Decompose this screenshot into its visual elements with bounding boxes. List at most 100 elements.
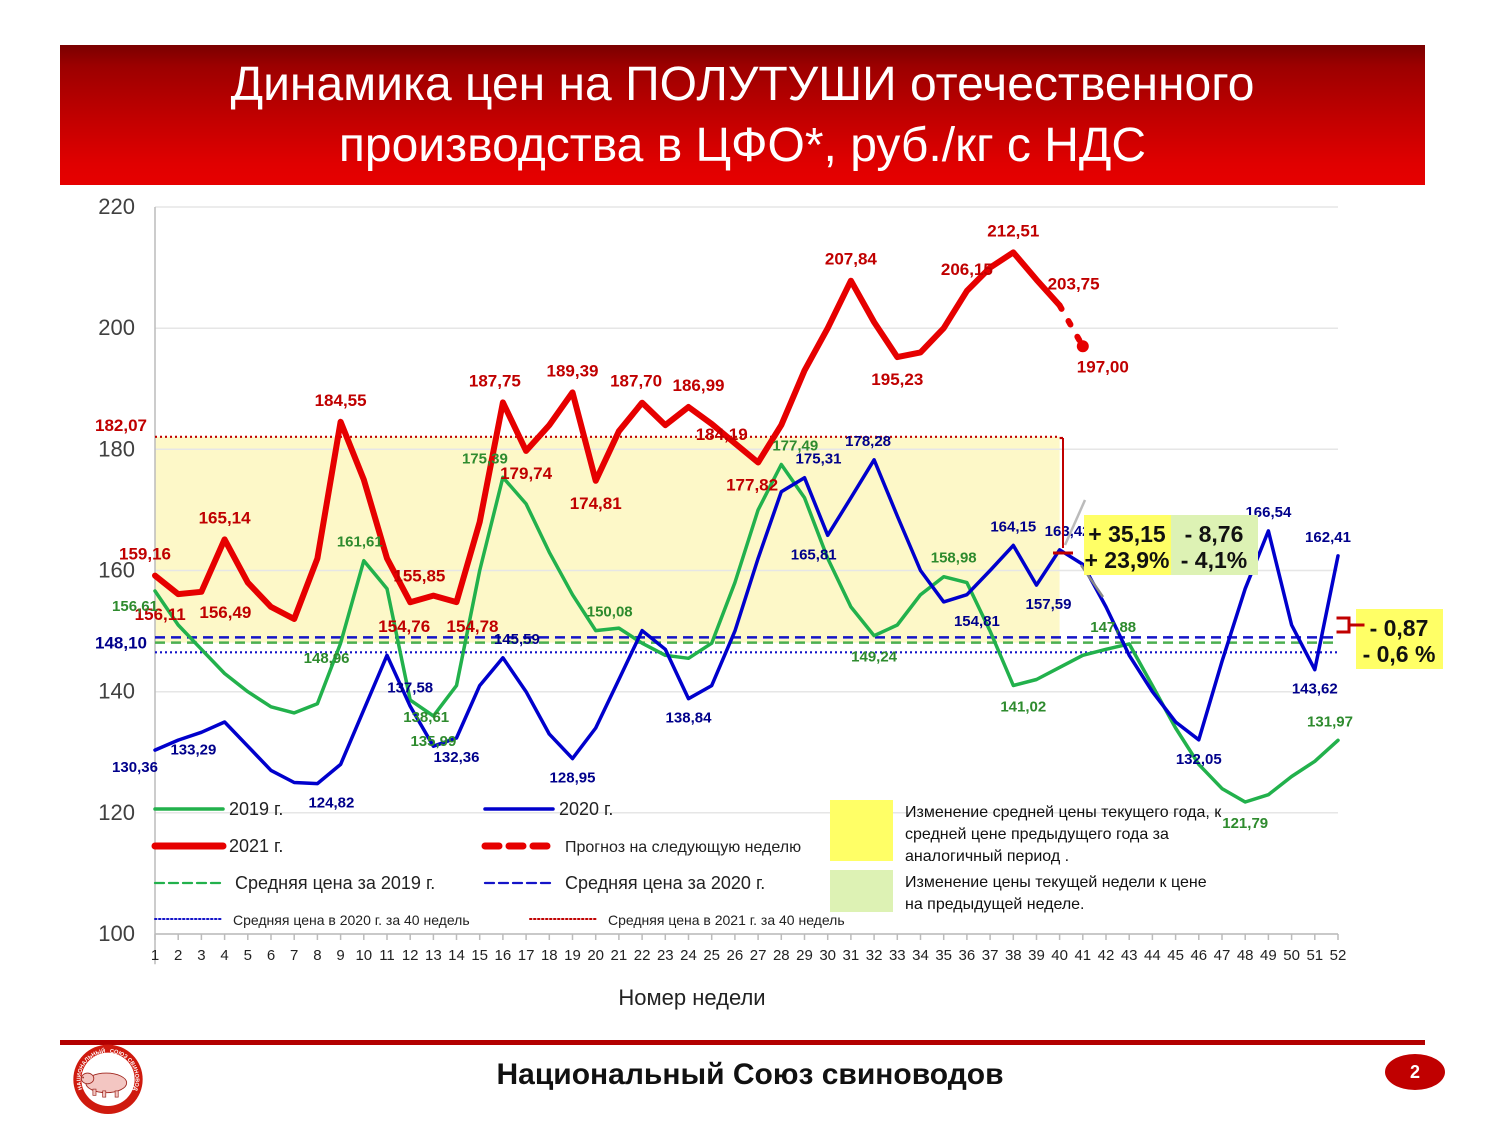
svg-text:165,81: 165,81 — [791, 546, 837, 563]
svg-text:156,49: 156,49 — [199, 603, 251, 622]
svg-text:18: 18 — [541, 947, 558, 964]
svg-text:11: 11 — [379, 947, 395, 964]
svg-text:182,07: 182,07 — [95, 416, 147, 435]
svg-text:25: 25 — [703, 947, 720, 964]
svg-text:137,58: 137,58 — [387, 679, 433, 696]
svg-text:Прогноз на следующую неделю: Прогноз на следующую неделю — [565, 839, 801, 856]
svg-text:132,05: 132,05 — [1176, 751, 1222, 768]
svg-text:43: 43 — [1121, 947, 1138, 964]
svg-text:1: 1 — [151, 947, 159, 964]
svg-text:26: 26 — [727, 947, 744, 964]
svg-text:32: 32 — [866, 947, 883, 964]
svg-text:132,36: 132,36 — [434, 749, 480, 766]
svg-text:184,55: 184,55 — [315, 391, 367, 410]
svg-text:Изменение цены текущей недели: Изменение цены текущей недели к цене — [905, 874, 1207, 891]
svg-text:130,36: 130,36 — [112, 759, 158, 776]
svg-text:162,41: 162,41 — [1305, 529, 1351, 546]
svg-text:7: 7 — [290, 947, 298, 964]
svg-text:51: 51 — [1306, 947, 1323, 964]
svg-text:148,96: 148,96 — [304, 650, 350, 667]
svg-text:175,39: 175,39 — [462, 450, 508, 467]
svg-text:206,15: 206,15 — [941, 260, 993, 279]
svg-text:187,70: 187,70 — [610, 372, 662, 391]
svg-text:189,39: 189,39 — [547, 361, 599, 380]
svg-text:159,16: 159,16 — [119, 545, 171, 564]
svg-text:207,84: 207,84 — [825, 250, 878, 269]
svg-text:184,19: 184,19 — [696, 425, 748, 444]
svg-text:Номер недели: Номер недели — [618, 985, 765, 1010]
svg-text:100: 100 — [98, 921, 135, 946]
svg-text:42: 42 — [1098, 947, 1115, 964]
svg-text:133,29: 133,29 — [170, 741, 216, 758]
svg-text:120: 120 — [98, 800, 135, 825]
svg-text:33: 33 — [889, 947, 906, 964]
svg-text:- 8,76: - 8,76 — [1185, 521, 1244, 547]
svg-text:Средняя цена за 2020 г.: Средняя цена за 2020 г. — [565, 873, 765, 893]
svg-text:212,51: 212,51 — [987, 221, 1039, 240]
svg-text:179,74: 179,74 — [500, 464, 553, 483]
svg-text:154,81: 154,81 — [954, 613, 1000, 630]
svg-text:Средняя цена в 2021 г. за 40 н: Средняя цена в 2021 г. за 40 недель — [608, 912, 845, 928]
svg-text:4: 4 — [220, 947, 228, 964]
svg-text:2: 2 — [174, 947, 182, 964]
svg-text:155,85: 155,85 — [393, 567, 445, 586]
svg-text:13: 13 — [425, 947, 442, 964]
svg-text:9: 9 — [336, 947, 344, 964]
svg-text:197,00: 197,00 — [1077, 357, 1129, 376]
svg-text:124,82: 124,82 — [308, 795, 354, 812]
svg-text:6: 6 — [267, 947, 275, 964]
svg-text:220: 220 — [98, 194, 135, 219]
svg-text:52: 52 — [1330, 947, 1347, 964]
svg-text:131,97: 131,97 — [1307, 713, 1353, 730]
svg-text:141,02: 141,02 — [1000, 699, 1046, 716]
svg-text:143,62: 143,62 — [1292, 681, 1338, 698]
svg-text:138,84: 138,84 — [666, 710, 713, 727]
svg-text:195,23: 195,23 — [871, 370, 923, 389]
svg-text:31: 31 — [843, 947, 860, 964]
svg-text:50: 50 — [1283, 947, 1300, 964]
svg-text:20: 20 — [587, 947, 604, 964]
svg-text:145,59: 145,59 — [494, 631, 540, 648]
svg-text:186,99: 186,99 — [673, 376, 725, 395]
svg-text:165,14: 165,14 — [199, 508, 252, 527]
svg-text:156,61: 156,61 — [112, 598, 158, 615]
svg-text:180: 180 — [98, 436, 135, 461]
svg-text:135,99: 135,99 — [410, 733, 456, 750]
svg-text:15: 15 — [471, 947, 488, 964]
svg-text:49: 49 — [1260, 947, 1277, 964]
svg-text:- 4,1%: - 4,1% — [1181, 547, 1247, 573]
svg-text:157,59: 157,59 — [1026, 596, 1072, 613]
svg-text:161,61: 161,61 — [337, 534, 383, 551]
svg-text:19: 19 — [564, 947, 581, 964]
svg-text:200: 200 — [98, 315, 135, 340]
svg-text:149,24: 149,24 — [851, 649, 898, 666]
svg-text:46: 46 — [1190, 947, 1207, 964]
svg-text:154,78: 154,78 — [447, 617, 499, 636]
svg-text:3: 3 — [197, 947, 205, 964]
svg-text:23: 23 — [657, 947, 674, 964]
svg-text:47: 47 — [1214, 947, 1231, 964]
svg-text:2020 г.: 2020 г. — [559, 799, 613, 819]
svg-text:34: 34 — [912, 947, 929, 964]
svg-text:44: 44 — [1144, 947, 1161, 964]
svg-text:148,10: 148,10 — [95, 634, 147, 653]
svg-text:на предыдущей неделе.: на предыдущей неделе. — [905, 896, 1085, 913]
svg-text:+ 23,9%: + 23,9% — [1084, 547, 1169, 573]
svg-text:- 0,6 %: - 0,6 % — [1363, 641, 1436, 667]
svg-text:178,28: 178,28 — [845, 433, 891, 450]
svg-text:- 0,87: - 0,87 — [1370, 615, 1429, 641]
svg-text:39: 39 — [1028, 947, 1045, 964]
svg-text:5: 5 — [244, 947, 252, 964]
svg-text:средней цене предыдущего года: средней цене предыдущего года за — [905, 826, 1169, 843]
svg-text:158,98: 158,98 — [931, 550, 977, 567]
svg-text:30: 30 — [819, 947, 836, 964]
svg-text:2021 г.: 2021 г. — [229, 836, 283, 856]
svg-text:121,79: 121,79 — [1222, 815, 1268, 832]
svg-text:140: 140 — [98, 679, 135, 704]
svg-text:12: 12 — [402, 947, 419, 964]
svg-text:45: 45 — [1167, 947, 1184, 964]
svg-text:Средняя цена за 2019 г.: Средняя цена за 2019 г. — [235, 873, 435, 893]
svg-text:203,75: 203,75 — [1048, 274, 1100, 293]
svg-text:177,82: 177,82 — [726, 476, 778, 495]
svg-text:14: 14 — [448, 947, 465, 964]
